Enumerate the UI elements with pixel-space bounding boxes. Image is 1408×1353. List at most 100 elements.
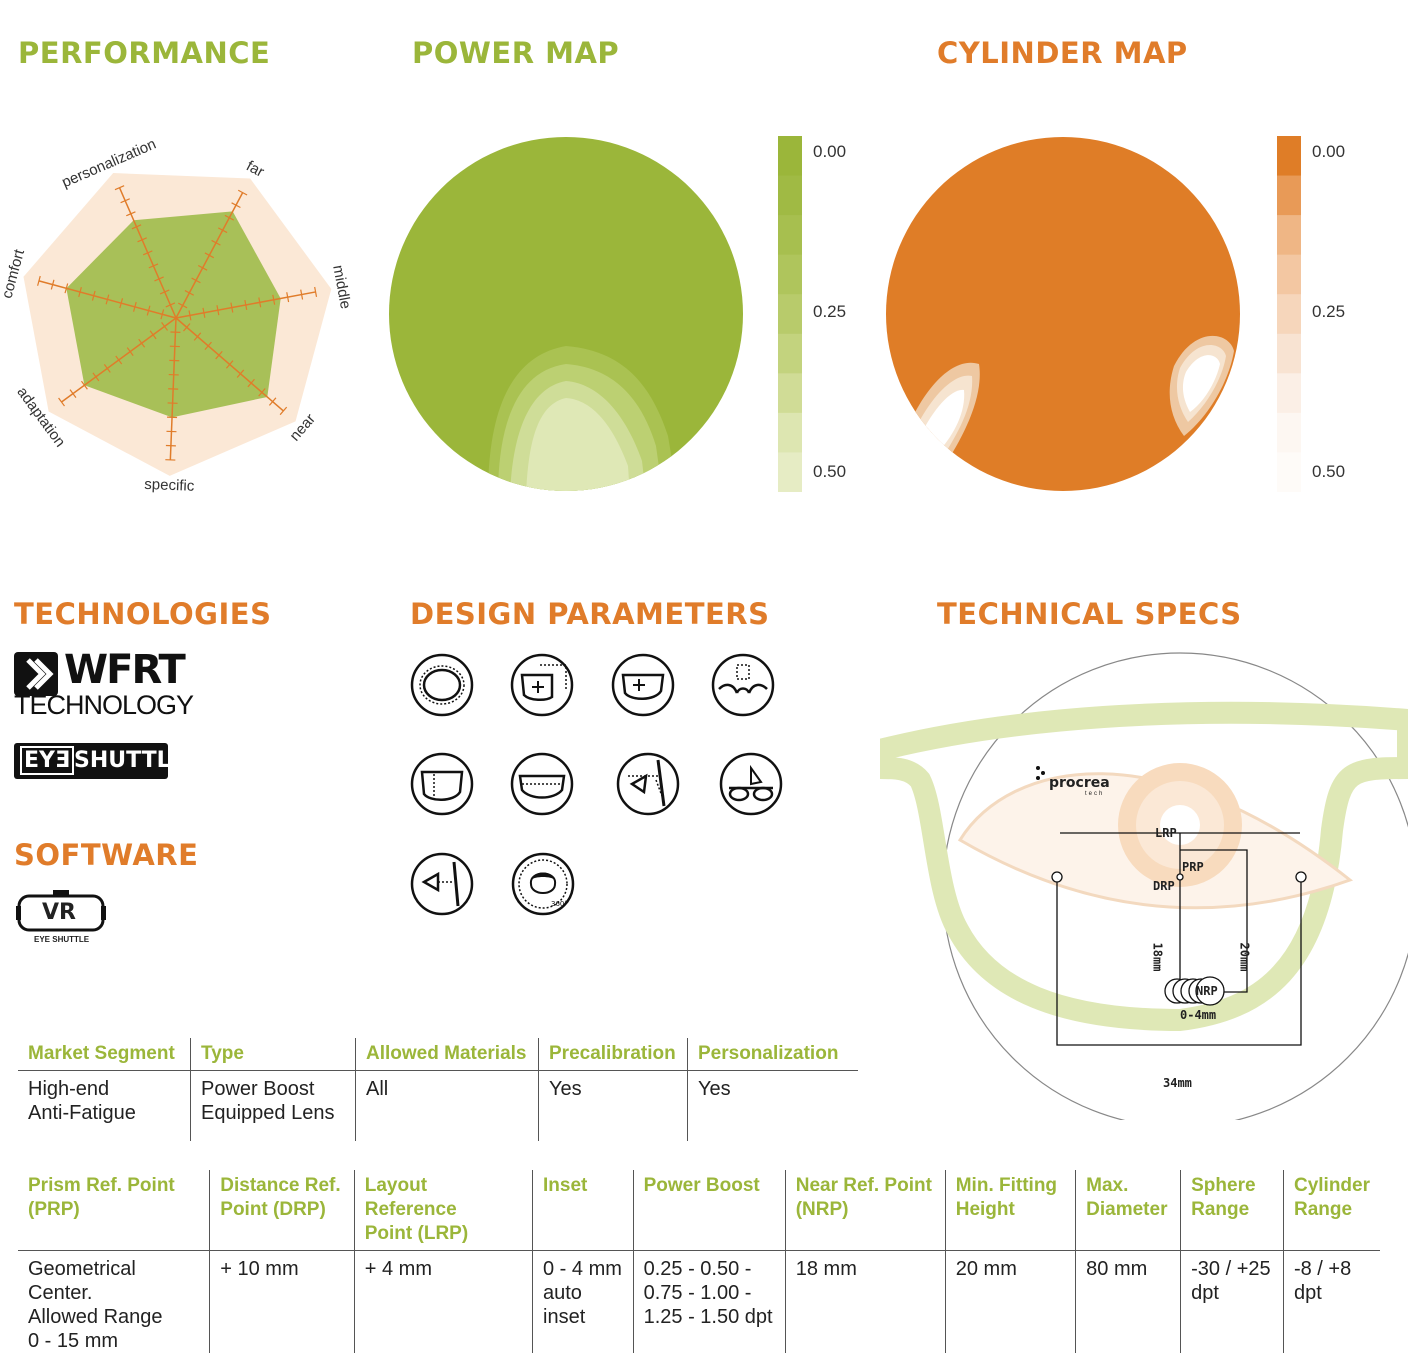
power-map-scale (778, 136, 804, 492)
half-lens-icon (410, 752, 474, 816)
table2-header: Sphere Range (1181, 1170, 1284, 1251)
vr-caption: EYE SHUTTLE (34, 935, 89, 944)
scale-swatch (778, 294, 802, 334)
head-360-icon: 360° (511, 852, 575, 916)
power-scale-2: 0.50 (813, 462, 846, 482)
scale-swatch (778, 215, 802, 255)
scale-swatch (1277, 215, 1301, 255)
table1-cell: Power Boost Equipped Lens (191, 1071, 356, 1142)
dim-inset: 0-4mm (1180, 1008, 1216, 1022)
scale-swatch (778, 176, 802, 216)
table1-header: Allowed Materials (356, 1038, 539, 1071)
table1-cell: Yes (539, 1071, 688, 1142)
dim-20mm: 20mm (1237, 943, 1251, 972)
performance-heading: PERFORMANCE (18, 36, 270, 70)
scale-swatch (778, 373, 802, 413)
bridge-icon (711, 653, 775, 717)
nrp-label: NRP (1196, 984, 1218, 998)
drp-label: DRP (1153, 879, 1175, 893)
scale-swatch (1277, 413, 1301, 453)
cylinder-map-scale (1277, 136, 1303, 492)
table2-header: Inset (533, 1170, 634, 1251)
scale-swatch (1277, 136, 1301, 176)
scale-swatch (1277, 294, 1301, 334)
table2-header: Distance Ref. Point (DRP) (210, 1170, 354, 1251)
table2-cell: Geometrical Center. Allowed Range 0 - 15… (18, 1251, 210, 1353)
table2-cell: + 4 mm (354, 1251, 532, 1353)
scale-swatch (1277, 452, 1301, 492)
table1-cell: All (356, 1071, 539, 1142)
scale-swatch (1277, 176, 1301, 216)
cylinder-scale-2: 0.50 (1312, 462, 1345, 482)
scale-swatch (778, 334, 802, 374)
procrea-brand-sub: tech (1085, 791, 1104, 797)
cylinder-scale-0: 0.00 (1312, 142, 1345, 162)
table2-cell: 80 mm (1076, 1251, 1181, 1353)
frame-position-icon (510, 653, 574, 717)
table1-header: Market Segment (18, 1038, 191, 1071)
prp-label: PRP (1182, 860, 1204, 874)
pantoscopic-tilt-icon (616, 752, 680, 816)
scale-swatch (778, 413, 802, 453)
eyeshuttle-logo-eye: EYƎ (20, 746, 74, 775)
table2-header: Min. Fitting Height (945, 1170, 1075, 1251)
cylinder-scale-1: 0.25 (1312, 302, 1345, 322)
scale-swatch (778, 255, 802, 295)
performance-radar-chart: farmiddlenearspecificadaptationcomfortpe… (0, 130, 370, 500)
eyeshuttle-logo-shuttle: SHUTTLE (74, 748, 186, 773)
table1-cell: Yes (688, 1071, 859, 1142)
summary-table: Market Segment Type Allowed Materials Pr… (18, 1038, 858, 1141)
dim-18mm: 18mm (1150, 943, 1164, 972)
procrea-brand: procrea (1049, 775, 1110, 791)
vr-label: VR (42, 900, 76, 925)
table2-header: Max. Diameter (1076, 1170, 1181, 1251)
table1-header: Type (191, 1038, 356, 1071)
table2-header: Prism Ref. Point (PRP) (18, 1170, 210, 1251)
table1-header: Precalibration (539, 1038, 688, 1071)
radar-label-middle: middle (329, 264, 354, 311)
table2-cell: 0 - 4 mm auto inset (533, 1251, 634, 1353)
wrap-angle-icon (719, 752, 783, 816)
table2-header: Near Ref. Point (NRP) (785, 1170, 945, 1251)
technical-specs-heading: TECHNICAL SPECS (937, 597, 1242, 631)
table2-header: Cylinder Range (1283, 1170, 1380, 1251)
centering-icon (611, 653, 675, 717)
table2-cell: + 10 mm (210, 1251, 354, 1353)
power-scale-0: 0.00 (813, 142, 846, 162)
table1-cell: High-end Anti-Fatigue (18, 1071, 191, 1142)
technology-text: TECHNOLOGY (14, 690, 193, 721)
table2-cell: 18 mm (785, 1251, 945, 1353)
cylinder-map (884, 136, 1244, 496)
table2-header: Power Boost (633, 1170, 785, 1251)
table2-cell: -30 / +25 dpt (1181, 1251, 1284, 1353)
table2-cell: 20 mm (945, 1251, 1075, 1353)
scale-swatch (778, 452, 802, 492)
wfrt-logo-text: WFRT (64, 648, 184, 692)
software-heading: SOFTWARE (14, 838, 198, 872)
radar-label-far: far (243, 158, 266, 181)
scale-swatch (778, 136, 802, 176)
cylinder-map-heading: CYLINDER MAP (937, 36, 1188, 70)
radar-label-specific: specific (144, 476, 195, 495)
specs-table: Prism Ref. Point (PRP) Distance Ref. Poi… (18, 1170, 1380, 1353)
power-scale-1: 0.25 (813, 302, 846, 322)
table2-cell: 0.25 - 0.50 - 0.75 - 1.00 - 1.25 - 1.50 … (633, 1251, 785, 1353)
power-map (388, 136, 748, 496)
lens-shape-icon (510, 752, 574, 816)
design-parameters-heading: DESIGN PARAMETERS (410, 597, 770, 631)
svg-text:360°: 360° (551, 900, 568, 908)
scale-swatch (1277, 334, 1301, 374)
table1-header: Personalization (688, 1038, 859, 1071)
radar-label-comfort: comfort (0, 247, 28, 301)
dim-34mm: 34mm (1163, 1076, 1192, 1090)
table2-cell: -8 / +8 dpt (1283, 1251, 1380, 1353)
vertex-distance-icon (410, 852, 474, 916)
technical-specs-diagram (880, 640, 1408, 1120)
scale-swatch (1277, 373, 1301, 413)
technologies-heading: TECHNOLOGIES (14, 597, 271, 631)
lrp-label: LRP (1155, 826, 1177, 840)
table2-header: Layout Reference Point (LRP) (354, 1170, 532, 1251)
full-lens-icon (410, 653, 474, 717)
scale-swatch (1277, 255, 1301, 295)
